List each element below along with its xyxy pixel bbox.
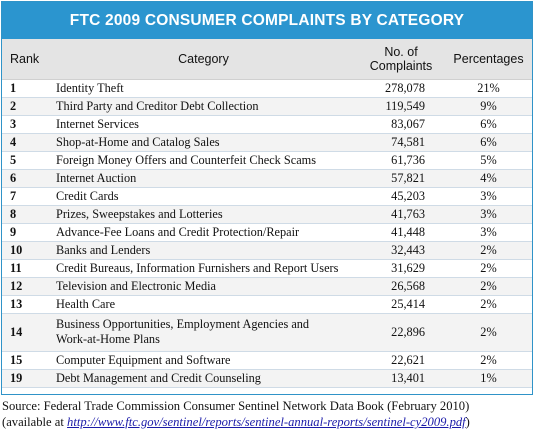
category-cell: Computer Equipment and Software xyxy=(56,352,231,367)
rank-cell: 15 xyxy=(10,352,23,367)
table-row: 7 Credit Cards 45,203 3% xyxy=(2,187,532,205)
complaints-cell: 45,203 xyxy=(391,188,425,203)
category-cell: Credit Bureaus, Information Furnishers a… xyxy=(56,260,339,275)
category-cell: Shop-at-Home and Catalog Sales xyxy=(56,134,220,149)
header-complaints: No. of Complaints xyxy=(357,39,445,80)
source-line1: Source: Federal Trade Commission Consume… xyxy=(2,399,470,413)
table-row: 13 Health Care 25,414 2% xyxy=(2,295,532,313)
category-cell: Health Care xyxy=(56,296,116,311)
header-complaints-line2: Complaints xyxy=(369,58,433,73)
percentage-cell: 21% xyxy=(477,80,500,95)
rank-cell: 9 xyxy=(10,224,17,239)
complaints-cell: 83,067 xyxy=(391,116,425,131)
table-row: 14 Business Opportunities, Employment Ag… xyxy=(2,313,532,351)
rank-cell: 13 xyxy=(10,296,23,311)
percentage-cell: 2% xyxy=(480,352,497,367)
rank-cell: 12 xyxy=(10,278,23,293)
table-row: 2 Third Party and Creditor Debt Collecti… xyxy=(2,97,532,115)
complaints-cell: 25,414 xyxy=(391,296,425,311)
complaints-table-panel: FTC 2009 CONSUMER COMPLAINTS BY CATEGORY… xyxy=(1,1,533,395)
complaints-cell: 41,763 xyxy=(391,206,425,221)
complaints-cell: 32,443 xyxy=(391,242,425,257)
percentage-cell: 6% xyxy=(480,134,497,149)
rank-cell: 11 xyxy=(10,260,22,275)
complaints-cell: 41,448 xyxy=(391,224,425,239)
category-cell: Prizes, Sweepstakes and Lotteries xyxy=(56,206,223,221)
table-row: 4 Shop-at-Home and Catalog Sales 74,581 … xyxy=(2,133,532,151)
rank-cell: 7 xyxy=(10,188,17,203)
percentage-cell: 5% xyxy=(480,152,497,167)
percentage-cell: 2% xyxy=(480,242,497,257)
percentage-cell: 1% xyxy=(480,370,497,385)
rank-cell: 8 xyxy=(10,206,17,221)
rank-cell: 4 xyxy=(10,134,17,149)
percentage-cell: 2% xyxy=(480,278,497,293)
header-rank: Rank xyxy=(2,39,50,80)
category-cell: Internet Auction xyxy=(56,170,137,185)
complaints-cell: 278,078 xyxy=(385,80,425,95)
table-row: 11 Credit Bureaus, Information Furnisher… xyxy=(2,259,532,277)
table-title: FTC 2009 CONSUMER COMPLAINTS BY CATEGORY xyxy=(2,2,532,39)
header-category: Category xyxy=(50,39,357,80)
percentage-cell: 2% xyxy=(480,324,497,339)
rank-cell: 14 xyxy=(10,324,23,339)
category-cell: Television and Electronic Media xyxy=(56,278,216,293)
percentage-cell: 4% xyxy=(480,170,497,185)
category-cell: Banks and Lenders xyxy=(56,242,151,257)
complaints-cell: 22,896 xyxy=(391,324,425,339)
table-row: 3 Internet Services 83,067 6% xyxy=(2,115,532,133)
table-row: 10 Banks and Lenders 32,443 2% xyxy=(2,241,532,259)
rank-cell: 1 xyxy=(10,80,17,95)
complaints-cell: 22,621 xyxy=(391,352,425,367)
percentage-cell: 3% xyxy=(480,188,497,203)
complaints-cell: 61,736 xyxy=(391,152,425,167)
table-row: 9 Advance-Fee Loans and Credit Protectio… xyxy=(2,223,532,241)
rank-cell: 2 xyxy=(10,98,17,113)
category-cell: Identity Theft xyxy=(56,80,124,95)
source-line2: (available at http://www.ftc.gov/sentine… xyxy=(2,414,534,430)
category-cell: Foreign Money Offers and Counterfeit Che… xyxy=(56,152,316,167)
source-link[interactable]: http://www.ftc.gov/sentinel/reports/sent… xyxy=(67,415,466,429)
category-cell: Advance-Fee Loans and Credit Protection/… xyxy=(56,224,300,239)
table-row: 1 Identity Theft 278,078 21% xyxy=(2,79,532,97)
percentage-cell: 9% xyxy=(480,98,497,113)
table-row: 5 Foreign Money Offers and Counterfeit C… xyxy=(2,151,532,169)
source-suffix: ) xyxy=(465,415,470,429)
source-prefix: (available at xyxy=(2,415,68,429)
header-row: Rank Category No. of Complaints Percentag… xyxy=(2,39,532,80)
complaints-cell: 74,581 xyxy=(391,134,425,149)
complaints-cell: 57,821 xyxy=(391,170,425,185)
category-cell: Business Opportunities, Employment Agenc… xyxy=(50,313,357,351)
percentage-cell: 2% xyxy=(480,260,497,275)
complaints-cell: 31,629 xyxy=(391,260,425,275)
rank-cell: 3 xyxy=(10,116,17,131)
percentage-cell: 2% xyxy=(480,296,497,311)
source-note: Source: Federal Trade Commission Consume… xyxy=(2,398,534,430)
category-cell: Third Party and Creditor Debt Collection xyxy=(56,98,259,113)
complaints-cell: 26,568 xyxy=(391,278,425,293)
percentage-cell: 6% xyxy=(480,116,497,131)
table-row: 15 Computer Equipment and Software 22,62… xyxy=(2,351,532,369)
header-percentages: Percentages xyxy=(445,39,532,80)
complaints-cell: 13,401 xyxy=(391,370,425,385)
percentage-cell: 3% xyxy=(480,224,497,239)
category-line1: Business Opportunities, Employment Agenc… xyxy=(56,317,310,331)
rank-cell: 10 xyxy=(10,242,23,257)
rank-cell: 5 xyxy=(10,152,17,167)
category-cell: Credit Cards xyxy=(56,188,119,203)
rank-cell: 19 xyxy=(10,370,23,385)
category-line2: Work-at-Home Plans xyxy=(56,332,160,346)
category-cell: Debt Management and Credit Counseling xyxy=(56,370,261,385)
category-cell: Internet Services xyxy=(56,116,139,131)
table-row: 8 Prizes, Sweepstakes and Lotteries 41,7… xyxy=(2,205,532,223)
header-complaints-line1: No. of xyxy=(384,44,418,59)
table-row: 12 Television and Electronic Media 26,56… xyxy=(2,277,532,295)
complaints-cell: 119,549 xyxy=(385,98,425,113)
complaints-table: Rank Category No. of Complaints Percentag… xyxy=(2,39,532,388)
table-row: 19 Debt Management and Credit Counseling… xyxy=(2,369,532,387)
rank-cell: 6 xyxy=(10,170,17,185)
percentage-cell: 3% xyxy=(480,206,497,221)
table-row: 6 Internet Auction 57,821 4% xyxy=(2,169,532,187)
